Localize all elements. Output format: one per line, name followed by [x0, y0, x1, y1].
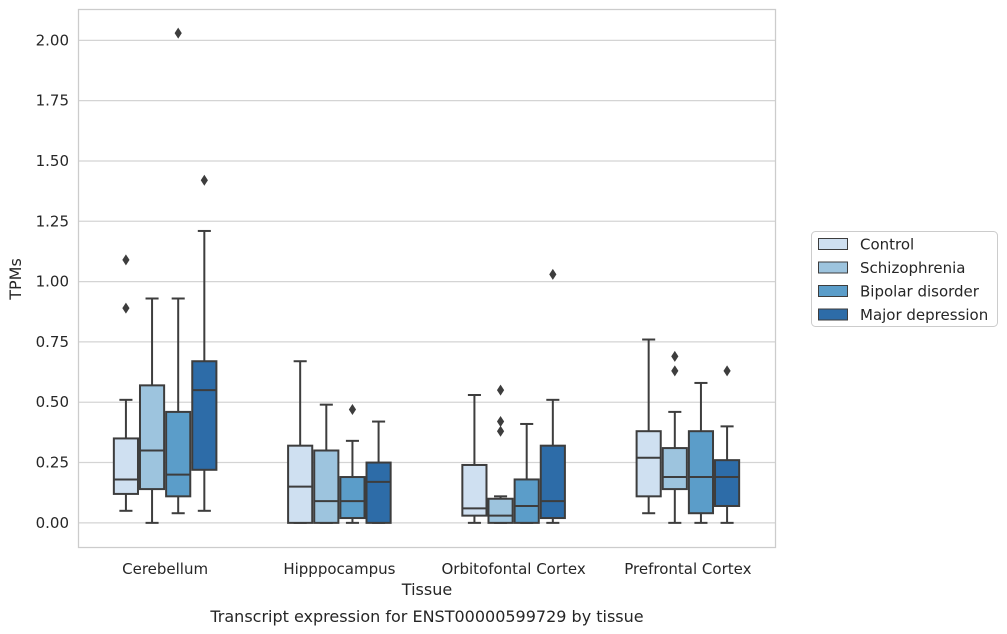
legend-swatch: [818, 285, 848, 297]
legend-swatch: [818, 261, 848, 274]
box-body: [365, 461, 392, 524]
box-schizophrenia: [487, 384, 514, 524]
x-axis-label: Tissue: [401, 580, 452, 599]
legend-label: Bipolar disorder: [860, 283, 980, 301]
box-body: [112, 437, 139, 495]
box-control: [287, 360, 314, 524]
box-bipolar-disorder: [513, 422, 540, 524]
box-major-depression: [365, 420, 392, 524]
y-tick-label: 1.25: [36, 212, 69, 230]
box-body: [138, 384, 166, 491]
outlier-point: [174, 27, 182, 39]
plot-frame: [77, 8, 777, 549]
box-major-depression: [539, 268, 566, 524]
box-major-depression: [191, 174, 218, 512]
x-tick-label: Orbitofontal Cortex: [442, 560, 586, 578]
box-body: [687, 430, 715, 515]
box-control: [635, 338, 662, 515]
x-tick-label: Hipppocampus: [283, 560, 395, 578]
y-tick-label: 0.50: [36, 393, 69, 411]
outlier-point: [671, 365, 679, 377]
outlier-point: [496, 384, 505, 396]
legend-label: Major depression: [860, 306, 988, 324]
legend-swatch: [818, 308, 848, 321]
box-bipolar-disorder: [339, 403, 366, 524]
outlier-point: [496, 416, 505, 428]
box-bipolar-disorder: [165, 27, 192, 515]
outlier-point: [723, 365, 731, 377]
box-major-depression: [714, 365, 741, 524]
outlier-point: [200, 174, 208, 186]
y-tick-label: 1.50: [36, 152, 69, 170]
box-body: [461, 463, 488, 517]
outlier-point: [549, 268, 557, 280]
x-ticks: Cerebellum Hipppocampus Orbitofontal Corte…: [122, 560, 751, 578]
y-axis-label: TPMs: [6, 258, 25, 301]
y-tick-label: 2.00: [36, 31, 69, 49]
box-body: [661, 447, 688, 491]
box-body: [487, 497, 514, 524]
legend-frame: [811, 231, 998, 327]
box-body: [635, 430, 662, 498]
box-schizophrenia: [138, 297, 166, 524]
y-tick-label: 0.75: [36, 333, 69, 351]
outlier-point: [348, 403, 357, 415]
outlier-point: [671, 350, 679, 362]
box-body: [513, 478, 540, 524]
y-tick-label: 0.25: [36, 454, 69, 472]
box-body: [165, 410, 192, 498]
outlier-point: [122, 302, 130, 314]
box-schizophrenia: [313, 403, 340, 524]
boxes: [112, 27, 741, 524]
legend-label: Control: [860, 236, 914, 254]
box-body: [339, 476, 366, 520]
legend-swatch: [818, 238, 848, 250]
outlier-point: [122, 254, 130, 266]
box-body: [287, 444, 314, 524]
y-tick-label: 0.00: [36, 514, 69, 532]
y-tick-label: 1.00: [36, 273, 69, 291]
x-tick-label: Cerebellum: [122, 560, 208, 578]
x-tick-label: Prefrontal Cortex: [624, 560, 751, 578]
box-body: [313, 449, 340, 524]
legend: Control Schizophrenia Bipolar disorder Majo…: [811, 231, 998, 327]
box-control: [461, 394, 488, 524]
box-control: [112, 254, 139, 512]
y-ticks: 0.00 0.25 0.50 0.75 1.00 1.25 1.50 1.75 2.00: [36, 31, 69, 532]
box-body: [191, 360, 218, 471]
outlier-point: [496, 425, 505, 437]
box-bipolar-disorder: [687, 381, 715, 524]
box-body: [539, 444, 566, 520]
box-body: [714, 459, 741, 507]
chart-caption: Transcript expression for ENST0000059972…: [209, 607, 643, 626]
legend-label: Schizophrenia: [860, 259, 965, 277]
box-schizophrenia: [661, 350, 688, 524]
y-tick-label: 1.75: [36, 92, 69, 110]
